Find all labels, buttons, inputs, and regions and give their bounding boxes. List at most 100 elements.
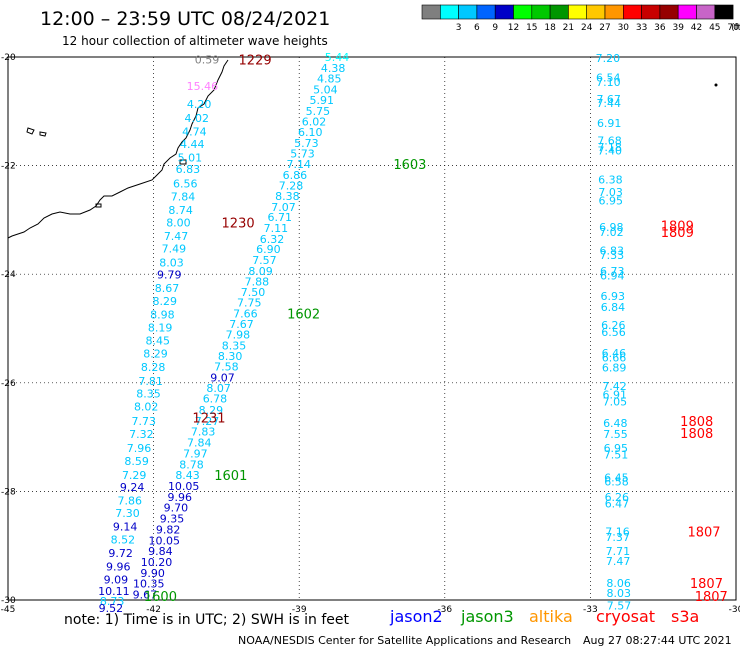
wave-height-value: 7.16 (605, 526, 630, 539)
wave-height-value: 7.32 (129, 428, 154, 441)
map-grid: -45 -42 -39 -36 -33 -30 -20 -22 -24 -26 -28 -30 (1, 53, 740, 615)
pass-time-label: 1601 (214, 469, 247, 484)
wave-height-value: 8.59 (124, 455, 149, 468)
credit-line: NOAA/NESDIS Center for Satellite Applica… (238, 634, 572, 647)
wave-height-value: 6.10 (298, 126, 323, 139)
wave-height-value: 8.28 (141, 361, 166, 374)
lat-tick-label: -22 (1, 162, 16, 172)
wave-height-value: 0.59 (195, 54, 220, 67)
colorbar-swatch (677, 4, 697, 20)
wave-height-value: 6.83 (176, 163, 201, 176)
wave-height-value: 9.96 (106, 560, 131, 573)
generated-timestamp: Aug 27 08:27:44 UTC 2021 (583, 634, 732, 647)
wave-height-value: 6.56 (173, 178, 198, 191)
pass-time-label: 1231 (192, 412, 225, 427)
wave-height-value: 7.73 (131, 415, 156, 428)
wave-height-value: 7.84 (171, 191, 196, 204)
wave-height-value: 9.09 (104, 573, 129, 586)
pass-time-label: 1807 (687, 526, 720, 541)
wave-height-value: 7.49 (162, 243, 187, 256)
pass-time-label: 1603 (393, 158, 426, 173)
colorbar-label: 6 (474, 23, 480, 33)
lat-tick-label: -28 (1, 487, 16, 497)
colorbar-label: 30 (618, 23, 630, 33)
wave-height-value: 8.35 (136, 388, 161, 401)
wave-height-value: 7.57 (607, 599, 632, 612)
pass-time-label: 1230 (222, 217, 255, 232)
colorbar-swatch (604, 4, 624, 20)
wave-height-value: 7.33 (600, 249, 625, 262)
wave-height-value: 10.20 (141, 556, 173, 569)
wave-height-value: 10.05 (168, 480, 200, 493)
wave-height-value: 6.26 (601, 319, 626, 332)
colorbar-swatch (586, 4, 606, 20)
wave-height-value: 6.71 (268, 211, 293, 224)
wave-height-value: 7.02 (599, 226, 624, 239)
wave-height-value: 6.48 (603, 417, 628, 430)
wave-height-value: 7.75 (237, 296, 262, 309)
wave-height-value: 8.73 (100, 595, 125, 608)
island-outline (95, 203, 102, 208)
wave-height-value: 8.00 (166, 217, 191, 230)
wave-height-value: 7.51 (604, 448, 629, 461)
wave-height-value: 6.89 (602, 362, 627, 375)
wave-height-value: 7.81 (138, 375, 163, 388)
wave-height-value: 8.43 (175, 469, 200, 482)
wave-height-value: 7.66 (233, 307, 258, 320)
wave-height-value: 9.07 (210, 371, 235, 384)
wave-height-value: 7.97 (183, 447, 208, 460)
satellite-label-cryosat: cryosat (596, 607, 656, 626)
wave-height-value: 6.94 (600, 269, 625, 282)
wave-height-value: 7.96 (127, 442, 152, 455)
colorbar-swatch (439, 4, 459, 20)
altimeter-tracks: 0.5915.464.204.024.744.445.016.836.567.8… (98, 51, 631, 615)
wave-height-value: 6.93 (600, 290, 625, 303)
pass-time-label: 1807 (695, 590, 728, 605)
colorbar-label: 9 (492, 23, 498, 33)
wave-height-value: 6.84 (601, 301, 626, 314)
colorbar-swatch (531, 4, 551, 20)
island-outline (26, 127, 35, 135)
colorbar-label: 39 (672, 23, 684, 33)
lon-tick-label: -39 (292, 605, 307, 615)
wave-height-value: 8.06 (606, 577, 631, 590)
lat-tick-label: -24 (1, 270, 16, 280)
wave-height-value: 7.03 (598, 186, 623, 199)
wave-height-value: 8.03 (159, 256, 184, 269)
wave-height-value: 6.91 (597, 117, 622, 130)
wave-height-value: 8.03 (607, 587, 632, 600)
wave-height-value: 7.42 (602, 380, 627, 393)
wave-height-value: 9.82 (156, 523, 181, 536)
wave-height-value: 9.35 (160, 513, 185, 526)
satellite-label-altika: altika (529, 607, 573, 626)
wave-height-value: 6.54 (596, 72, 621, 85)
pass-time-label: 1808 (680, 427, 713, 442)
wave-height-value: 6.38 (598, 174, 623, 187)
colorbar-label: 18 (544, 23, 556, 33)
wave-height-value: 6.90 (256, 243, 281, 256)
wave-height-value: 8.98 (150, 308, 175, 321)
colorbar-swatch (696, 4, 716, 20)
wave-height-value: 9.90 (140, 567, 165, 580)
lat-tick-label: -26 (1, 379, 16, 389)
lon-tick-label: -42 (146, 605, 161, 615)
colorbar-swatch (421, 4, 441, 20)
wave-height-value: 6.98 (599, 221, 624, 234)
map-title: 12:00 – 23:59 UTC 08/24/2021 (40, 8, 331, 30)
wave-height-value: 7.27 (195, 415, 220, 428)
wave-height-value: 7.47 (606, 555, 631, 568)
wave-height-value: 8.45 (146, 334, 171, 347)
wave-height-value: 5.44 (325, 51, 350, 64)
wave-height-value: 7.83 (191, 426, 216, 439)
wave-height-value: 5.75 (306, 105, 331, 118)
wave-height-value: 8.74 (168, 204, 193, 217)
wave-height-value: 6.83 (600, 244, 625, 257)
colorbar-unit: (ft) (731, 23, 740, 33)
colorbar-label: 33 (636, 23, 647, 33)
wave-height-value: 5.01 (178, 151, 203, 164)
wave-height-value: 7.57 (252, 254, 277, 267)
wave-height-value: 7.29 (122, 469, 147, 482)
